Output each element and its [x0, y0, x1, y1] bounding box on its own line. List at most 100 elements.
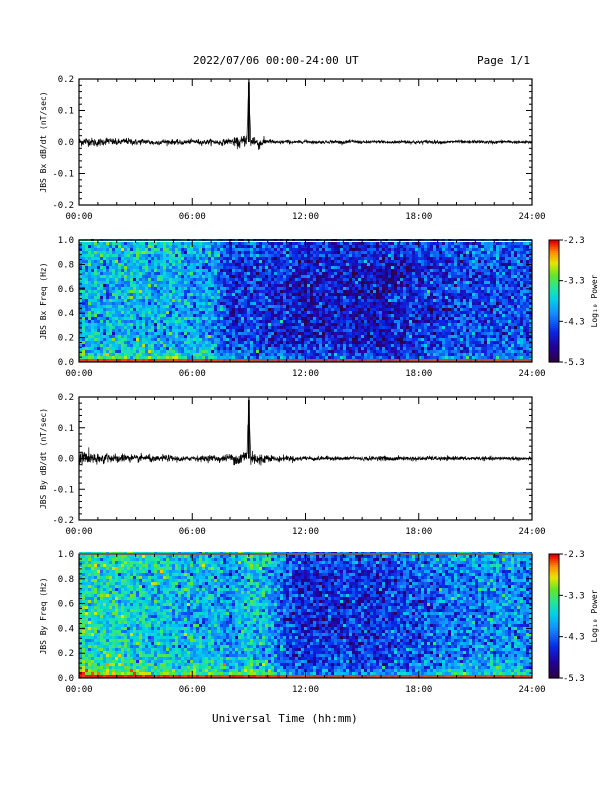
heatmap-cell [133, 353, 136, 356]
heatmap-cell [262, 254, 265, 257]
heatmap-cell [112, 323, 115, 326]
heatmap-cell [214, 284, 217, 287]
heatmap-cell [88, 329, 91, 332]
heatmap-cell [175, 257, 178, 260]
heatmap-cell [136, 266, 139, 269]
heatmap-cell [430, 338, 433, 341]
heatmap-cell [337, 341, 340, 344]
heatmap-cell [307, 242, 310, 245]
heatmap-cell [121, 308, 124, 311]
heatmap-cell [280, 332, 283, 335]
heatmap-cell [202, 302, 205, 305]
heatmap-cell [160, 296, 163, 299]
heatmap-cell [280, 275, 283, 278]
heatmap-cell [394, 254, 397, 257]
heatmap-cell [97, 263, 100, 266]
heatmap-cell [295, 257, 298, 260]
heatmap-cell [355, 254, 358, 257]
heatmap-cell [253, 329, 256, 332]
heatmap-cell [91, 305, 94, 308]
heatmap-cell [229, 356, 232, 359]
heatmap-cell [289, 308, 292, 311]
heatmap-cell [112, 353, 115, 356]
heatmap-cell [388, 251, 391, 254]
heatmap-cell [262, 287, 265, 290]
heatmap-cell [187, 329, 190, 332]
heatmap-cell [142, 281, 145, 284]
heatmap-cell [124, 293, 127, 296]
heatmap-cell [235, 344, 238, 347]
heatmap-cell [253, 287, 256, 290]
heatmap-cell [346, 278, 349, 281]
heatmap-cell [370, 266, 373, 269]
heatmap-cell [319, 335, 322, 338]
heatmap-cell [394, 296, 397, 299]
heatmap-cell [334, 242, 337, 245]
heatmap-cell [118, 317, 121, 320]
heatmap-cell [82, 323, 85, 326]
heatmap-cell [283, 326, 286, 329]
heatmap-cell [133, 290, 136, 293]
heatmap-cell [385, 347, 388, 350]
heatmap-cell [322, 311, 325, 314]
heatmap-cell [355, 320, 358, 323]
heatmap-cell [316, 338, 319, 341]
heatmap-cell [334, 293, 337, 296]
heatmap-cell [154, 314, 157, 317]
heatmap-cell [187, 353, 190, 356]
heatmap-cell [226, 245, 229, 248]
heatmap-cell [217, 287, 220, 290]
heatmap-cell [289, 278, 292, 281]
heatmap-cell [424, 293, 427, 296]
heatmap-cell [166, 272, 169, 275]
heatmap-cell [319, 275, 322, 278]
heatmap-cell [361, 323, 364, 326]
heatmap-cell [322, 248, 325, 251]
heatmap-cell [349, 293, 352, 296]
heatmap-cell [193, 281, 196, 284]
heatmap-cell [403, 305, 406, 308]
heatmap-cell [358, 320, 361, 323]
heatmap-cell [157, 341, 160, 344]
heatmap-cell [433, 242, 436, 245]
heatmap-cell [409, 308, 412, 311]
heatmap-cell [367, 266, 370, 269]
heatmap-cell [160, 293, 163, 296]
heatmap-cell [406, 257, 409, 260]
heatmap-cell [412, 347, 415, 350]
heatmap-cell [397, 332, 400, 335]
heatmap-cell [388, 314, 391, 317]
heatmap-cell [205, 335, 208, 338]
heatmap-cell [139, 281, 142, 284]
heatmap-cell [307, 314, 310, 317]
heatmap-cell [88, 272, 91, 275]
heatmap-cell [88, 242, 91, 245]
heatmap-cell [223, 329, 226, 332]
heatmap-cell [157, 272, 160, 275]
heatmap-cell [319, 323, 322, 326]
heatmap-cell [82, 305, 85, 308]
heatmap-cell [97, 284, 100, 287]
heatmap-cell [124, 353, 127, 356]
heatmap-cell [409, 278, 412, 281]
heatmap-cell [127, 263, 130, 266]
heatmap-cell [172, 338, 175, 341]
heatmap-cell [313, 281, 316, 284]
heatmap-cell [400, 335, 403, 338]
heatmap-cell [127, 278, 130, 281]
heatmap-cell [202, 308, 205, 311]
heatmap-cell [220, 266, 223, 269]
heatmap-cell [196, 353, 199, 356]
heatmap-cell [238, 347, 241, 350]
heatmap-cell [361, 314, 364, 317]
heatmap-cell [160, 305, 163, 308]
heatmap-cell [214, 335, 217, 338]
heatmap-cell [91, 254, 94, 257]
heatmap-cell [301, 341, 304, 344]
heatmap-cell [289, 347, 292, 350]
heatmap-cell [319, 353, 322, 356]
heatmap-cell [346, 332, 349, 335]
heatmap-cell [313, 299, 316, 302]
heatmap-cell [262, 296, 265, 299]
heatmap-cell [433, 314, 436, 317]
